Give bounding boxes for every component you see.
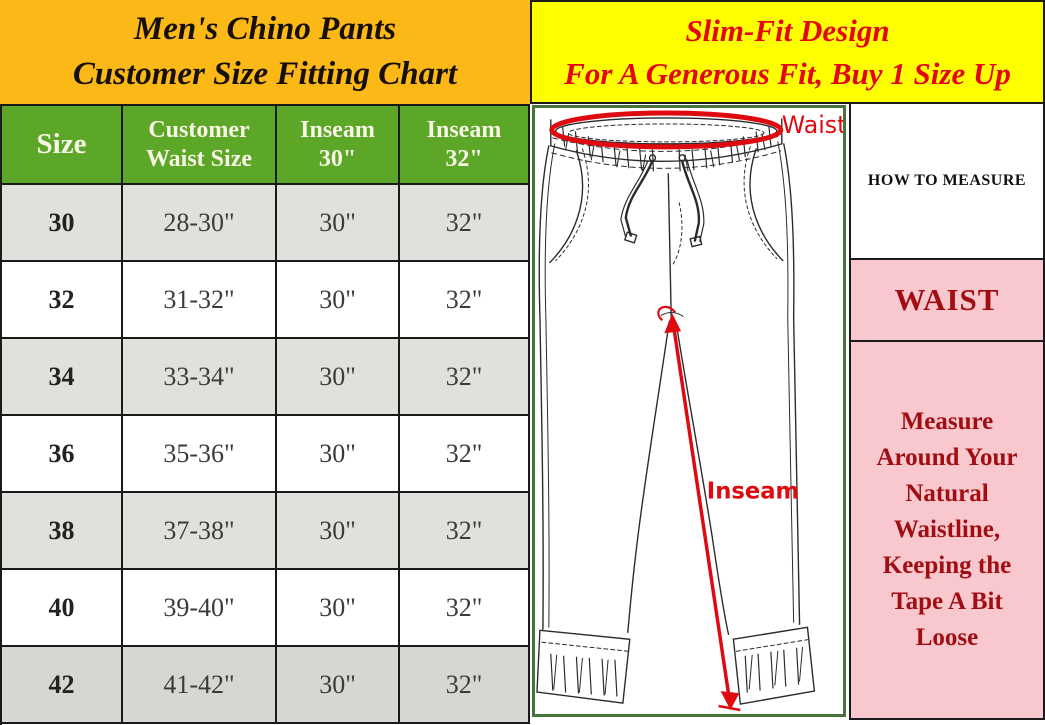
cell-inseam32: 32"	[400, 570, 530, 645]
measure-sidebar: HOW TO MEASURE WAIST Measure Around Your…	[851, 104, 1045, 720]
table-row: 38 37-38" 30" 32"	[2, 493, 530, 570]
cell-inseam32: 32"	[400, 493, 530, 568]
waist-section-title: WAIST	[851, 260, 1043, 342]
table-row: 36 35-36" 30" 32"	[2, 416, 530, 493]
waist-label: Waist	[782, 111, 843, 139]
cell-size: 36	[2, 416, 123, 491]
cell-inseam30: 30"	[277, 493, 400, 568]
diagram-frame: Waist Inseam	[532, 105, 846, 717]
cell-inseam30: 30"	[277, 570, 400, 645]
cell-inseam32: 32"	[400, 185, 530, 260]
inseam-label: Inseam	[707, 479, 799, 505]
cell-waist: 33-34"	[123, 339, 277, 414]
cell-waist: 35-36"	[123, 416, 277, 491]
cell-inseam32: 32"	[400, 262, 530, 337]
product-title: Men's Chino Pants	[133, 11, 397, 47]
cell-waist: 28-30"	[123, 185, 277, 260]
cell-waist: 31-32"	[123, 262, 277, 337]
size-table: Size Customer Waist Size Inseam 30" Inse…	[0, 104, 530, 725]
cell-size: 34	[2, 339, 123, 414]
cell-size: 32	[2, 262, 123, 337]
table-row: 32 31-32" 30" 32"	[2, 262, 530, 339]
cell-size: 30	[2, 185, 123, 260]
fit-type-text: Slim-Fit Design	[685, 13, 890, 48]
title-header: Men's Chino Pants Customer Size Fitting …	[0, 0, 530, 104]
how-to-measure-title: HOW TO MEASURE	[851, 104, 1043, 260]
cell-inseam30: 30"	[277, 647, 400, 722]
chart-subtitle: Customer Size Fitting Chart	[72, 56, 458, 92]
header-cell-size: Size	[2, 106, 123, 183]
cell-inseam30: 30"	[277, 339, 400, 414]
cell-size: 42	[2, 647, 123, 722]
header-cell-inseam30: Inseam 30"	[277, 106, 400, 183]
table-row: 30 28-30" 30" 32"	[2, 185, 530, 262]
waist-ellipse	[549, 110, 784, 150]
cell-inseam30: 30"	[277, 185, 400, 260]
header-cell-waist: Customer Waist Size	[123, 106, 277, 183]
size-up-advice-text: For A Generous Fit, Buy 1 Size Up	[564, 56, 1011, 91]
slogan-header: Slim-Fit Design For A Generous Fit, Buy …	[530, 0, 1045, 104]
cell-inseam32: 32"	[400, 339, 530, 414]
table-row: 34 33-34" 30" 32"	[2, 339, 530, 416]
cell-waist: 39-40"	[123, 570, 277, 645]
cell-size: 40	[2, 570, 123, 645]
cell-inseam32: 32"	[400, 416, 530, 491]
pants-panel: Waist Inseam	[530, 104, 851, 720]
cell-inseam30: 30"	[277, 262, 400, 337]
cell-size: 38	[2, 493, 123, 568]
pants-diagram: Waist Inseam	[536, 110, 843, 712]
header-cell-inseam32: Inseam 32"	[400, 106, 530, 183]
cell-inseam30: 30"	[277, 416, 400, 491]
waist-instructions: Measure Around Your Natural Waistline, K…	[851, 342, 1043, 718]
table-row: 40 39-40" 30" 32"	[2, 570, 530, 647]
cell-waist: 41-42"	[123, 647, 277, 722]
cell-waist: 37-38"	[123, 493, 277, 568]
table-header-row: Size Customer Waist Size Inseam 30" Inse…	[2, 104, 530, 185]
inseam-arrow	[657, 305, 741, 712]
cell-inseam32: 32"	[400, 647, 530, 722]
table-row: 42 41-42" 30" 32"	[2, 647, 530, 724]
